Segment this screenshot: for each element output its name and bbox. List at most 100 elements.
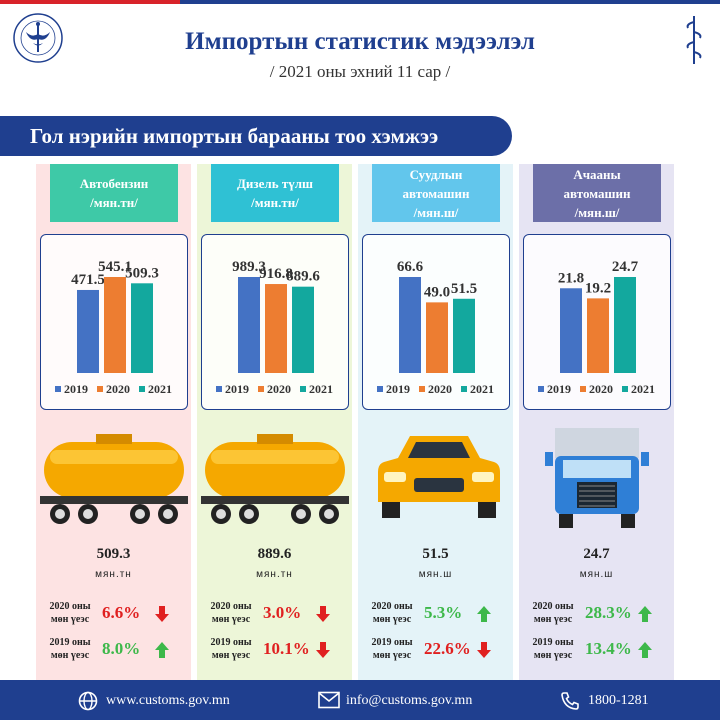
comparison-percent: 28.3% <box>585 603 632 622</box>
globe-icon <box>78 691 98 711</box>
bar-value-label: 51.5 <box>451 281 477 297</box>
category-header-line: /мян.ш/ <box>413 204 459 220</box>
arrow-up-icon <box>155 642 169 658</box>
tanker-wagon-icon <box>40 434 188 524</box>
total-unit: мян.ш <box>579 569 614 580</box>
bar-2021 <box>131 283 153 373</box>
comparison-label: 2019 оны мөн үеэс <box>201 636 261 662</box>
comparison-label-line: 2020 оны <box>371 601 413 612</box>
comparison-label-line: мөн үеэс <box>372 650 412 661</box>
comparison-label-line: 2020 оны <box>210 601 252 612</box>
bar-2020 <box>265 284 287 373</box>
legend-label: 2020 <box>267 382 291 396</box>
footer-bar: www.customs.gov.mn info@customs.gov.mn 1… <box>0 680 720 720</box>
bar-value-label: 66.6 <box>397 259 424 275</box>
legend-swatch-2020 <box>97 386 103 392</box>
envelope-icon <box>318 691 340 709</box>
column-gasoline: Автобензин/мян.тн/471.5 545.1 509.3 2019 202… <box>36 164 191 680</box>
comparison-label: 2019 оны мөн үеэс <box>523 636 583 662</box>
bar-2019 <box>399 277 421 373</box>
passenger-car-icon <box>378 436 500 518</box>
legend-label: 2019 <box>225 382 249 396</box>
legend-swatch-2019 <box>377 386 383 392</box>
total-value: 24.7 <box>583 546 610 562</box>
total-value: 509.3 <box>96 546 131 562</box>
category-header-line: /мян.тн/ <box>90 195 138 210</box>
bar-chart: 66.6 49.0 51.5 2019 2020 2021 <box>362 234 510 410</box>
bar-value-label: 545.1 <box>98 259 132 275</box>
vehicle-illustration <box>197 422 352 532</box>
bar-2021 <box>453 298 475 373</box>
comparison-label-line: 2019 оны <box>210 637 252 648</box>
comparison-cmp-2019: 2019 оны мөн үеэс 8.0% <box>40 636 190 666</box>
category-header-line: /мян.ш/ <box>574 204 620 220</box>
bar-chart: 471.5 545.1 509.3 2019 2020 2021 <box>40 234 188 410</box>
legend-label: 2021 <box>148 382 172 396</box>
customs-emblem-logo <box>13 13 63 63</box>
bar-value-label: 889.6 <box>286 269 320 285</box>
bar-chart-svg: 21.819.224.7 2019 2020 2021 <box>538 259 655 396</box>
comparison-cmp-2020: 2020 оны мөн үеэс 28.3% <box>523 600 673 630</box>
bar-value-label: 916.8 <box>259 266 293 282</box>
comparison-label: 2020 оны мөн үеэс <box>201 600 261 626</box>
column-passenger-cars: Суудлын автомашин/мян.ш/66.6 49.0 51.5 2019 2… <box>358 164 513 680</box>
total-value: 889.6 <box>257 546 292 562</box>
legend-swatch-2020 <box>580 386 586 392</box>
bar-chart: 21.8 19.2 24.7 2019 2020 2021 <box>523 234 671 410</box>
footer-phone-text: 1800-1281 <box>588 693 649 708</box>
category-header-line: Суудлын <box>409 166 463 182</box>
comparison-cmp-2020: 2020 оны мөн үеэс 6.6% <box>40 600 190 630</box>
comparison-percent: 5.3% <box>424 603 463 622</box>
comparison-label: 2020 оны мөн үеэс <box>523 600 583 626</box>
legend-swatch-2021 <box>622 386 628 392</box>
legend-swatch-2019 <box>55 386 61 392</box>
comparison-cmp-2019: 2019 оны мөн үеэс 10.1% <box>201 636 351 666</box>
arrow-down-icon <box>155 606 169 622</box>
category-header: Суудлын автомашин/мян.ш/ <box>372 164 500 222</box>
comparison-label: 2019 оны мөн үеэс <box>362 636 422 662</box>
legend-swatch-2021 <box>461 386 467 392</box>
legend-swatch-2019 <box>216 386 222 392</box>
column-diesel: Дизель түлш/мян.тн/989.3 916.8 889.6 2019 20… <box>197 164 352 680</box>
comparison-label-line: мөн үеэс <box>533 650 573 661</box>
tanker-wagon-icon <box>201 434 349 524</box>
bar-2019 <box>560 288 582 373</box>
bar-chart-svg: 66.649.0 51.5 2019 2020 2021 <box>377 259 494 396</box>
bar-value-label: 471.5 <box>71 272 105 288</box>
comparison-label-line: 2019 оны <box>532 637 574 648</box>
comparison-percent: 3.0% <box>263 603 302 622</box>
legend-swatch-2021 <box>139 386 145 392</box>
column-trucks: Ачааны автомашин/мян.ш/21.8 19.2 24.7 2019 20… <box>519 164 674 680</box>
comparison-label-line: мөн үеэс <box>50 650 90 661</box>
bar-value-label: 989.3 <box>232 259 266 275</box>
comparison-percent: 10.1% <box>263 639 310 658</box>
top-accent-red <box>0 0 180 4</box>
comparison-label: 2020 оны мөн үеэс <box>362 600 422 626</box>
bar-2019 <box>238 277 260 373</box>
category-header-line: Автобензин <box>79 176 149 191</box>
vehicle-illustration <box>519 422 674 532</box>
comparison-percent: 13.4% <box>585 639 632 658</box>
bar-value-label: 509.3 <box>125 265 159 281</box>
comparison-cmp-2019: 2019 оны мөн үеэс 13.4% <box>523 636 673 666</box>
comparison-percent: 6.6% <box>102 603 141 622</box>
legend-swatch-2019 <box>538 386 544 392</box>
comparison-label-line: мөн үеэс <box>533 614 573 625</box>
footer-email-text: info@customs.gov.mn <box>346 693 473 708</box>
comparison-label: 2019 оны мөн үеэс <box>40 636 100 662</box>
total-unit: мян.тн <box>95 569 132 580</box>
legend-label: 2020 <box>106 382 130 396</box>
category-header-line: автомашин <box>402 185 470 201</box>
category-header-line: Ачааны <box>573 166 621 182</box>
category-header: Ачааны автомашин/мян.ш/ <box>533 164 661 222</box>
vehicle-illustration <box>36 422 191 532</box>
page-title: Импортын статистик мэдээлэл <box>185 28 535 55</box>
legend-label: 2020 <box>589 382 613 396</box>
bar-value-label: 21.8 <box>558 270 584 286</box>
legend-label: 2019 <box>547 382 571 396</box>
category-header: Автобензин/мян.тн/ <box>50 164 178 222</box>
comparison-label-line: мөн үеэс <box>50 614 90 625</box>
comparison-cmp-2020: 2020 оны мөн үеэс 3.0% <box>201 600 351 630</box>
legend-label: 2019 <box>64 382 88 396</box>
legend-label: 2021 <box>470 382 494 396</box>
